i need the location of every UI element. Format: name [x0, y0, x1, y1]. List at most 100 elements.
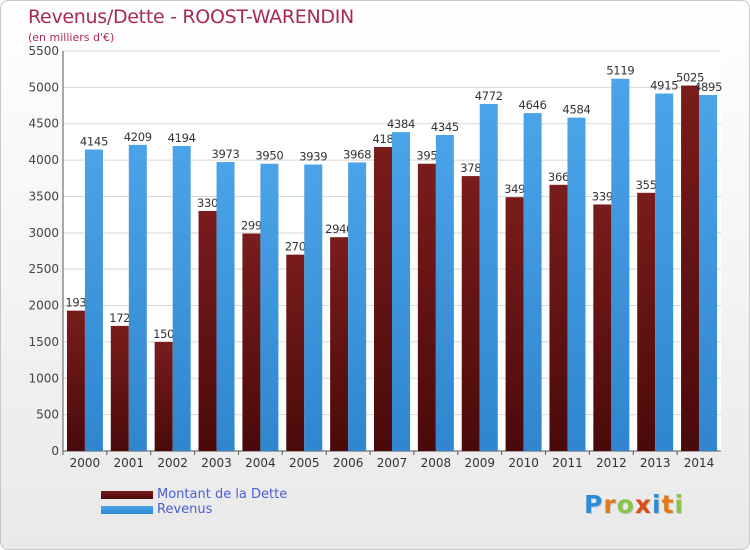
legend-label-revenue: Revenus	[157, 502, 213, 517]
data-label-revenue: 3950	[255, 149, 283, 163]
data-label-debt: 418	[372, 132, 393, 146]
bar-debt	[330, 237, 349, 451]
logo-letter: r	[603, 490, 617, 519]
bar-debt	[374, 147, 392, 451]
x-tick-label: 2004	[245, 456, 276, 470]
data-label-revenue: 4772	[475, 89, 503, 103]
data-label-revenue: 4915	[650, 79, 678, 93]
bar-revenue	[216, 162, 235, 451]
bar-revenue	[84, 149, 103, 451]
data-label-revenue: 4646	[519, 98, 547, 112]
chart-subtitle: (en milliers d'€)	[28, 31, 115, 44]
legend-label-debt: Montant de la Dette	[157, 487, 288, 502]
bar-debt	[549, 184, 568, 451]
data-label-debt: 366	[548, 170, 569, 184]
data-label-revenue: 4384	[387, 117, 415, 131]
bar-revenue	[260, 163, 279, 451]
logo-letter: P	[584, 490, 604, 519]
bar-debt	[110, 325, 129, 451]
y-tick-label: 500	[36, 408, 59, 422]
bar-revenue	[348, 162, 367, 451]
bar-revenue	[523, 113, 542, 451]
bar-debt	[66, 310, 85, 451]
legend-swatch-debt	[101, 491, 153, 499]
bar-debt	[198, 211, 217, 451]
logo-letter: x	[634, 490, 652, 519]
x-tick-label: 2014	[684, 456, 715, 470]
data-label-debt: 172	[109, 311, 130, 325]
data-label-debt: 355	[636, 178, 657, 192]
data-label-revenue: 5119	[606, 64, 634, 78]
data-label-revenue: 3973	[211, 147, 239, 161]
data-label-debt: 2940	[325, 222, 353, 236]
y-tick-label: 4500	[28, 117, 59, 131]
x-tick-label: 2011	[552, 456, 583, 470]
proxiti-logo: Proxiti	[584, 490, 684, 519]
bar-debt	[681, 85, 700, 451]
data-label-debt: 330	[197, 196, 218, 210]
y-tick-label: 5500	[28, 44, 59, 58]
data-label-debt: 349	[504, 182, 525, 196]
data-label-debt: 395	[416, 149, 437, 163]
data-label-revenue: 4895	[694, 80, 722, 94]
logo-letter: i	[674, 490, 685, 519]
bar-debt	[242, 233, 261, 451]
bar-debt	[593, 204, 612, 451]
legend-swatch-revenue	[101, 506, 153, 514]
data-label-revenue: 4145	[80, 135, 108, 149]
y-tick-label: 0	[51, 444, 59, 458]
data-label-debt: 339	[592, 189, 613, 203]
bar-revenue	[172, 145, 191, 451]
x-tick-label: 2008	[421, 456, 452, 470]
x-tick-label: 2007	[377, 456, 408, 470]
bar-revenue	[435, 135, 454, 451]
bar-revenue	[567, 117, 586, 452]
bar-revenue	[128, 144, 147, 451]
data-label-revenue: 4209	[124, 130, 152, 144]
bar-debt	[637, 192, 656, 451]
x-tick-label: 2013	[640, 456, 671, 470]
x-tick-label: 2010	[508, 456, 539, 470]
data-label-debt: 193	[65, 296, 86, 310]
logo-letter: o	[616, 490, 635, 519]
x-tick-label: 2000	[70, 456, 101, 470]
data-label-debt: 270	[285, 240, 306, 254]
bar-debt	[286, 254, 305, 451]
data-label-revenue: 4584	[562, 103, 590, 117]
data-label-debt: 150	[153, 327, 174, 341]
y-tick-label: 4000	[28, 153, 59, 167]
y-tick-label: 2500	[28, 262, 59, 276]
x-tick-label: 2006	[333, 456, 364, 470]
logo-letter: i	[652, 490, 662, 519]
bar-debt	[505, 197, 524, 451]
data-label-revenue: 4345	[431, 120, 459, 134]
y-tick-label: 2000	[28, 299, 59, 313]
y-tick-label: 5000	[28, 80, 59, 94]
y-tick-label: 3500	[28, 189, 59, 203]
bar-revenue	[655, 93, 674, 451]
x-tick-label: 2002	[157, 456, 188, 470]
logo-letter: t	[661, 490, 675, 519]
bar-debt	[417, 163, 436, 451]
x-tick-label: 2001	[114, 456, 145, 470]
data-label-revenue: 3968	[343, 147, 371, 161]
chart-title: Revenus/Dette - ROOST-WARENDIN	[28, 6, 354, 28]
x-tick-label: 2009	[464, 456, 495, 470]
data-label-debt: 378	[460, 161, 481, 175]
data-label-debt: 5025	[676, 71, 704, 85]
data-label-revenue: 3939	[299, 150, 327, 164]
bar-revenue	[304, 164, 323, 451]
x-tick-label: 2003	[201, 456, 232, 470]
bar-debt	[154, 341, 173, 451]
y-tick-label: 1000	[28, 371, 59, 385]
bar-revenue	[479, 103, 498, 451]
bar-debt	[461, 176, 480, 451]
y-tick-label: 1500	[28, 335, 59, 349]
bar-revenue	[392, 132, 410, 451]
bar-revenue	[699, 95, 718, 451]
bar-revenue	[611, 78, 630, 451]
y-tick-label: 3000	[28, 226, 59, 240]
data-label-debt: 299	[241, 219, 262, 233]
